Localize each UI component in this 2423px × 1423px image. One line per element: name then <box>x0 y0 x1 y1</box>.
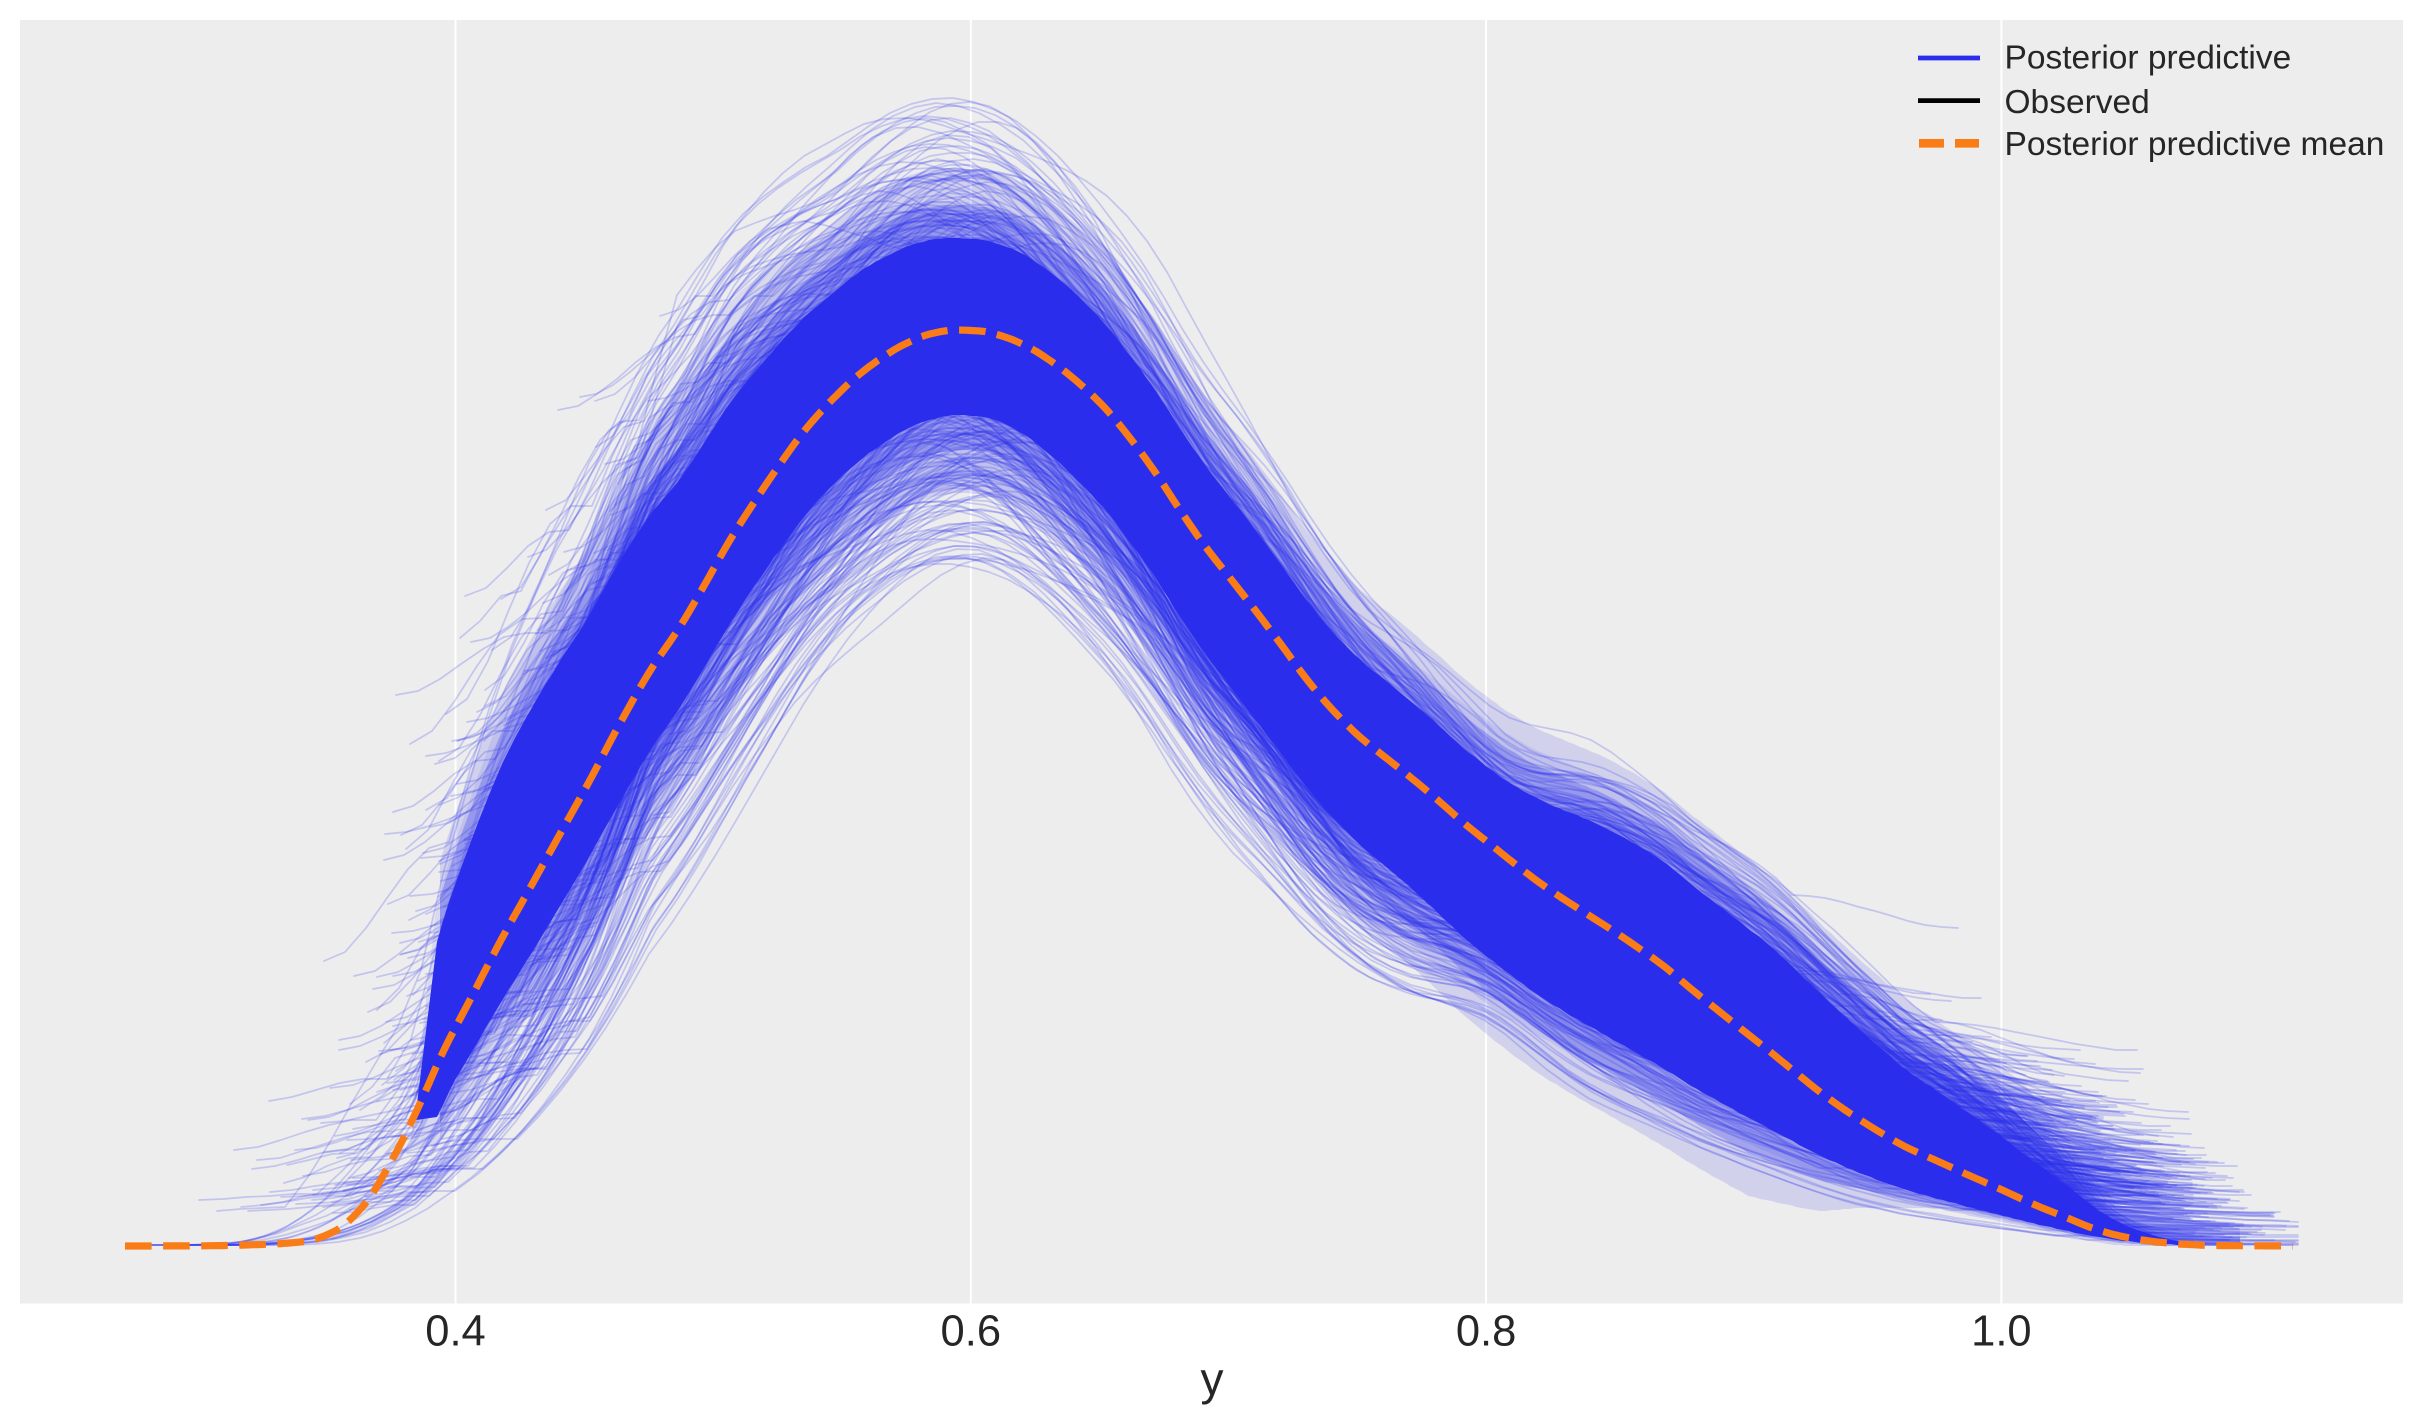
svg-text:0.4: 0.4 <box>425 1308 485 1356</box>
svg-text:1.0: 1.0 <box>1971 1308 2031 1356</box>
svg-text:Observed: Observed <box>2005 84 2150 121</box>
svg-text:Posterior predictive mean: Posterior predictive mean <box>2005 126 2385 163</box>
svg-text:0.8: 0.8 <box>1456 1308 1516 1356</box>
svg-text:0.6: 0.6 <box>941 1308 1001 1356</box>
svg-text:Posterior predictive: Posterior predictive <box>2005 40 2292 77</box>
svg-text:y: y <box>1201 1353 1224 1405</box>
